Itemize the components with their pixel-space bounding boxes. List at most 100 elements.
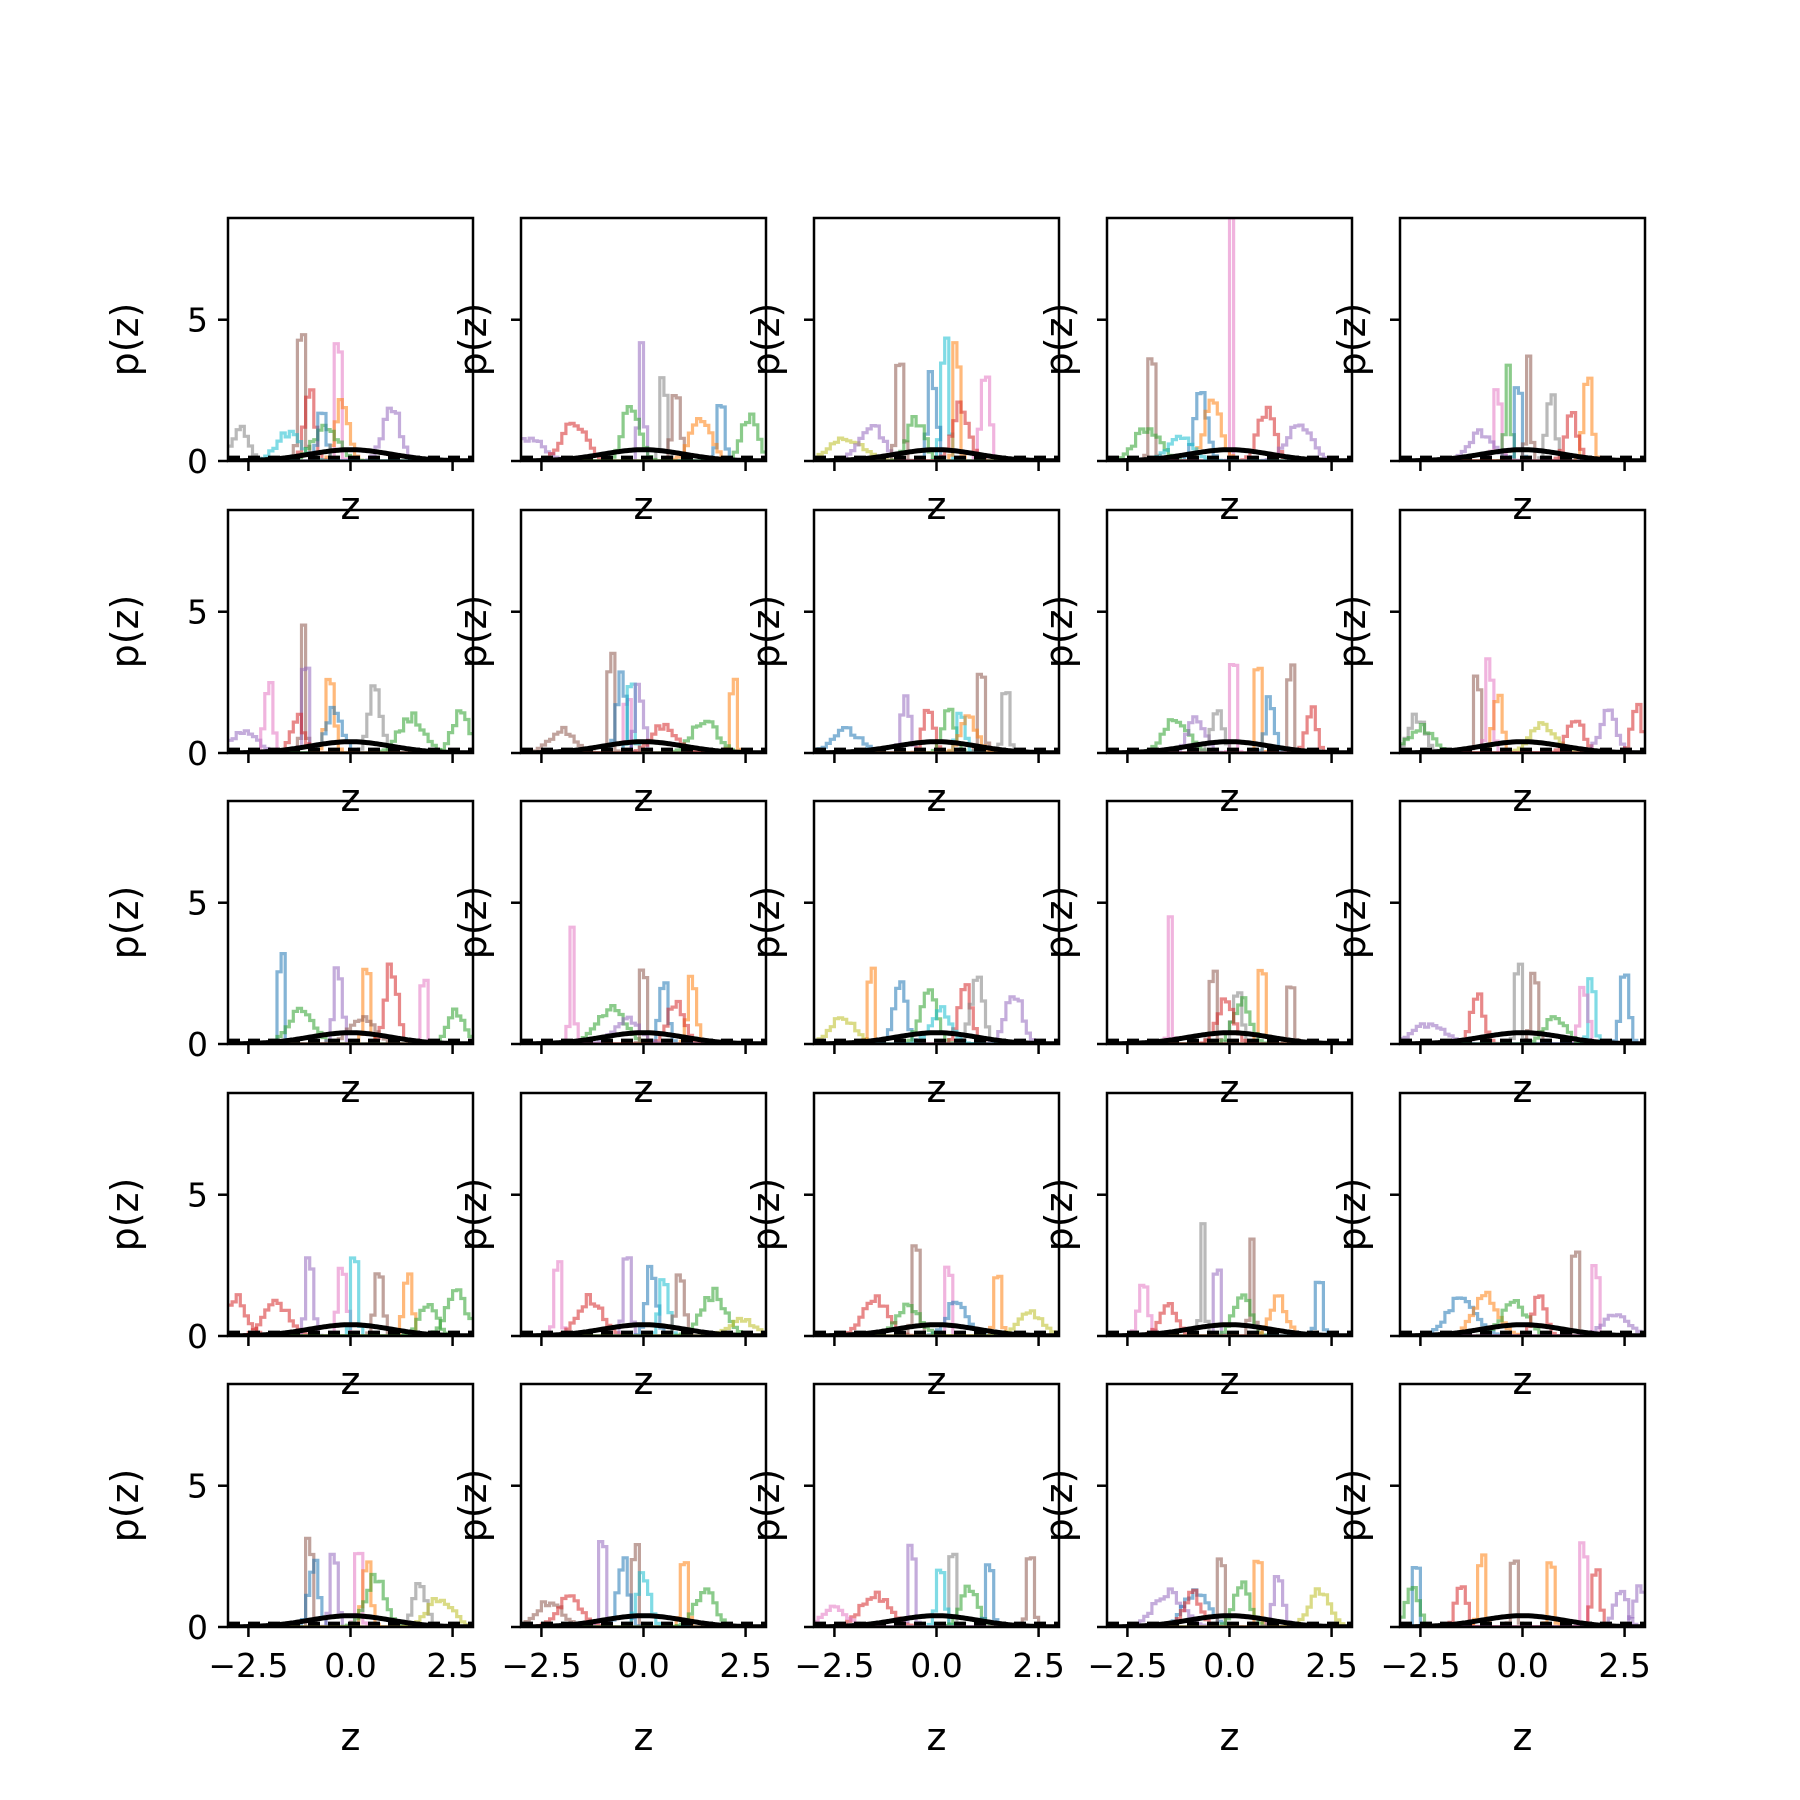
axes-frame (519, 799, 768, 1046)
reference-gaussian-curve (1107, 1322, 1352, 1336)
subplot-r3-c1: z 0 5 p(z) (103, 799, 475, 1111)
axes-frame (812, 508, 1061, 755)
y-axis-label: p(z) (1037, 595, 1081, 669)
subplot-r5-c2: −2.5 0.0 2.5 z p(z) (451, 1382, 772, 1759)
series-line-green (1400, 1299, 1645, 1336)
series-line-red (814, 400, 1059, 461)
series-line-red (814, 983, 1059, 1044)
subplot-r1-c2: z p(z) (451, 216, 768, 528)
x-axis-label: z (341, 1715, 361, 1759)
y-axis-label: p(z) (451, 303, 495, 377)
reference-gaussian-curve (521, 739, 766, 753)
reference-gaussian-curve (1107, 739, 1352, 753)
x-tick-label: −2.5 (794, 1646, 874, 1685)
subplot-r4-c5: z p(z) (1330, 1091, 1647, 1403)
x-axis-label: z (1513, 1715, 1533, 1759)
axes-frame (812, 1091, 1061, 1338)
series-line-brown (1400, 354, 1645, 461)
reference-gaussian-curve (228, 1613, 473, 1627)
x-axis-label: z (927, 1715, 947, 1759)
plot-area (1400, 354, 1645, 461)
x-axis-label: z (341, 1359, 361, 1403)
subplot-r4-c2: z p(z) (451, 1091, 768, 1403)
y-axis-label: p(z) (451, 886, 495, 960)
series-line-cyan (521, 1571, 766, 1627)
y-axis-label: p(z) (1037, 1178, 1081, 1252)
series-line-purple (228, 1552, 473, 1627)
subplot-r2-c5: z p(z) (1330, 508, 1647, 820)
reference-gaussian-curve (1107, 1030, 1352, 1044)
series-line-purple (521, 436, 766, 461)
series-line-green (228, 709, 473, 753)
x-tick-label: 0.0 (1496, 1646, 1548, 1685)
subplot-r3-c2: z p(z) (451, 799, 768, 1111)
series-line-red (1107, 705, 1352, 753)
x-tick-label: 2.5 (719, 1646, 771, 1685)
reference-gaussian-curve (228, 447, 473, 461)
series-line-pink (1107, 218, 1352, 461)
x-axis-label: z (927, 484, 947, 528)
series-line-brown (228, 1015, 473, 1044)
x-axis-label: z (1220, 484, 1240, 528)
series-line-pink (521, 925, 766, 1044)
x-axis-label: z (1220, 1715, 1240, 1759)
series-line-purple (521, 682, 766, 753)
series-line-purple (521, 1015, 766, 1044)
series-line-blue (1400, 973, 1645, 1044)
y-tick-label: 0 (187, 442, 208, 481)
plot-area (1107, 218, 1352, 461)
series-line-red (521, 722, 766, 753)
series-line-purple (1400, 708, 1645, 753)
series-line-olive (814, 1016, 1059, 1044)
reference-gaussian-curve (1400, 1030, 1645, 1044)
x-axis-label: z (927, 1067, 947, 1111)
series-line-olive (228, 1597, 473, 1627)
subplot-r5-c4: −2.5 0.0 2.5 z p(z) (1037, 1382, 1358, 1759)
plot-area (1107, 663, 1352, 753)
series-line-brown (521, 968, 766, 1044)
plot-area (521, 651, 766, 753)
reference-gaussian-curve (814, 1322, 1059, 1336)
series-line-blue (521, 404, 766, 461)
y-axis-label: p(z) (103, 1469, 147, 1543)
series-line-green (1400, 1586, 1645, 1627)
series-line-brown (228, 623, 473, 753)
reference-gaussian-curve (228, 1322, 473, 1336)
plot-area (814, 966, 1059, 1044)
axes-frame (226, 799, 475, 1046)
x-axis-label: z (341, 484, 361, 528)
reference-gaussian-curve (228, 1030, 473, 1044)
series-line-green (814, 988, 1059, 1044)
series-line-gray (228, 424, 473, 461)
series-line-blue (814, 726, 1059, 753)
x-axis-label: z (341, 1067, 361, 1111)
series-line-pink (1107, 1283, 1352, 1336)
axes-frame (1398, 508, 1647, 755)
plot-area (1107, 1557, 1352, 1627)
series-line-brown (814, 1556, 1059, 1627)
series-line-cyan (228, 1256, 473, 1336)
plot-area (228, 952, 473, 1044)
subplot-r2-c4: z p(z) (1037, 508, 1354, 820)
plot-area (228, 333, 473, 461)
y-axis-label: p(z) (1037, 1469, 1081, 1543)
axes-frame (1398, 1382, 1647, 1629)
series-line-gray (1107, 709, 1352, 753)
reference-gaussian-curve (1400, 739, 1645, 753)
x-tick-label: 2.5 (1598, 1646, 1650, 1685)
y-axis-label: p(z) (1037, 303, 1081, 377)
reference-gaussian-curve (814, 447, 1059, 461)
series-line-olive (814, 1309, 1059, 1336)
x-axis-label: z (634, 484, 654, 528)
plot-area (1107, 915, 1352, 1044)
x-axis-label: z (634, 1067, 654, 1111)
series-line-green (814, 415, 1059, 461)
axes-frame (1398, 1091, 1647, 1338)
y-axis-label: p(z) (451, 1178, 495, 1252)
reference-gaussian-curve (814, 739, 1059, 753)
y-axis-label: p(z) (451, 1469, 495, 1543)
axes-frame (519, 1091, 768, 1338)
y-tick-label: 0 (187, 1317, 208, 1356)
reference-gaussian-curve (1400, 1613, 1645, 1627)
series-line-red (1400, 1294, 1645, 1336)
